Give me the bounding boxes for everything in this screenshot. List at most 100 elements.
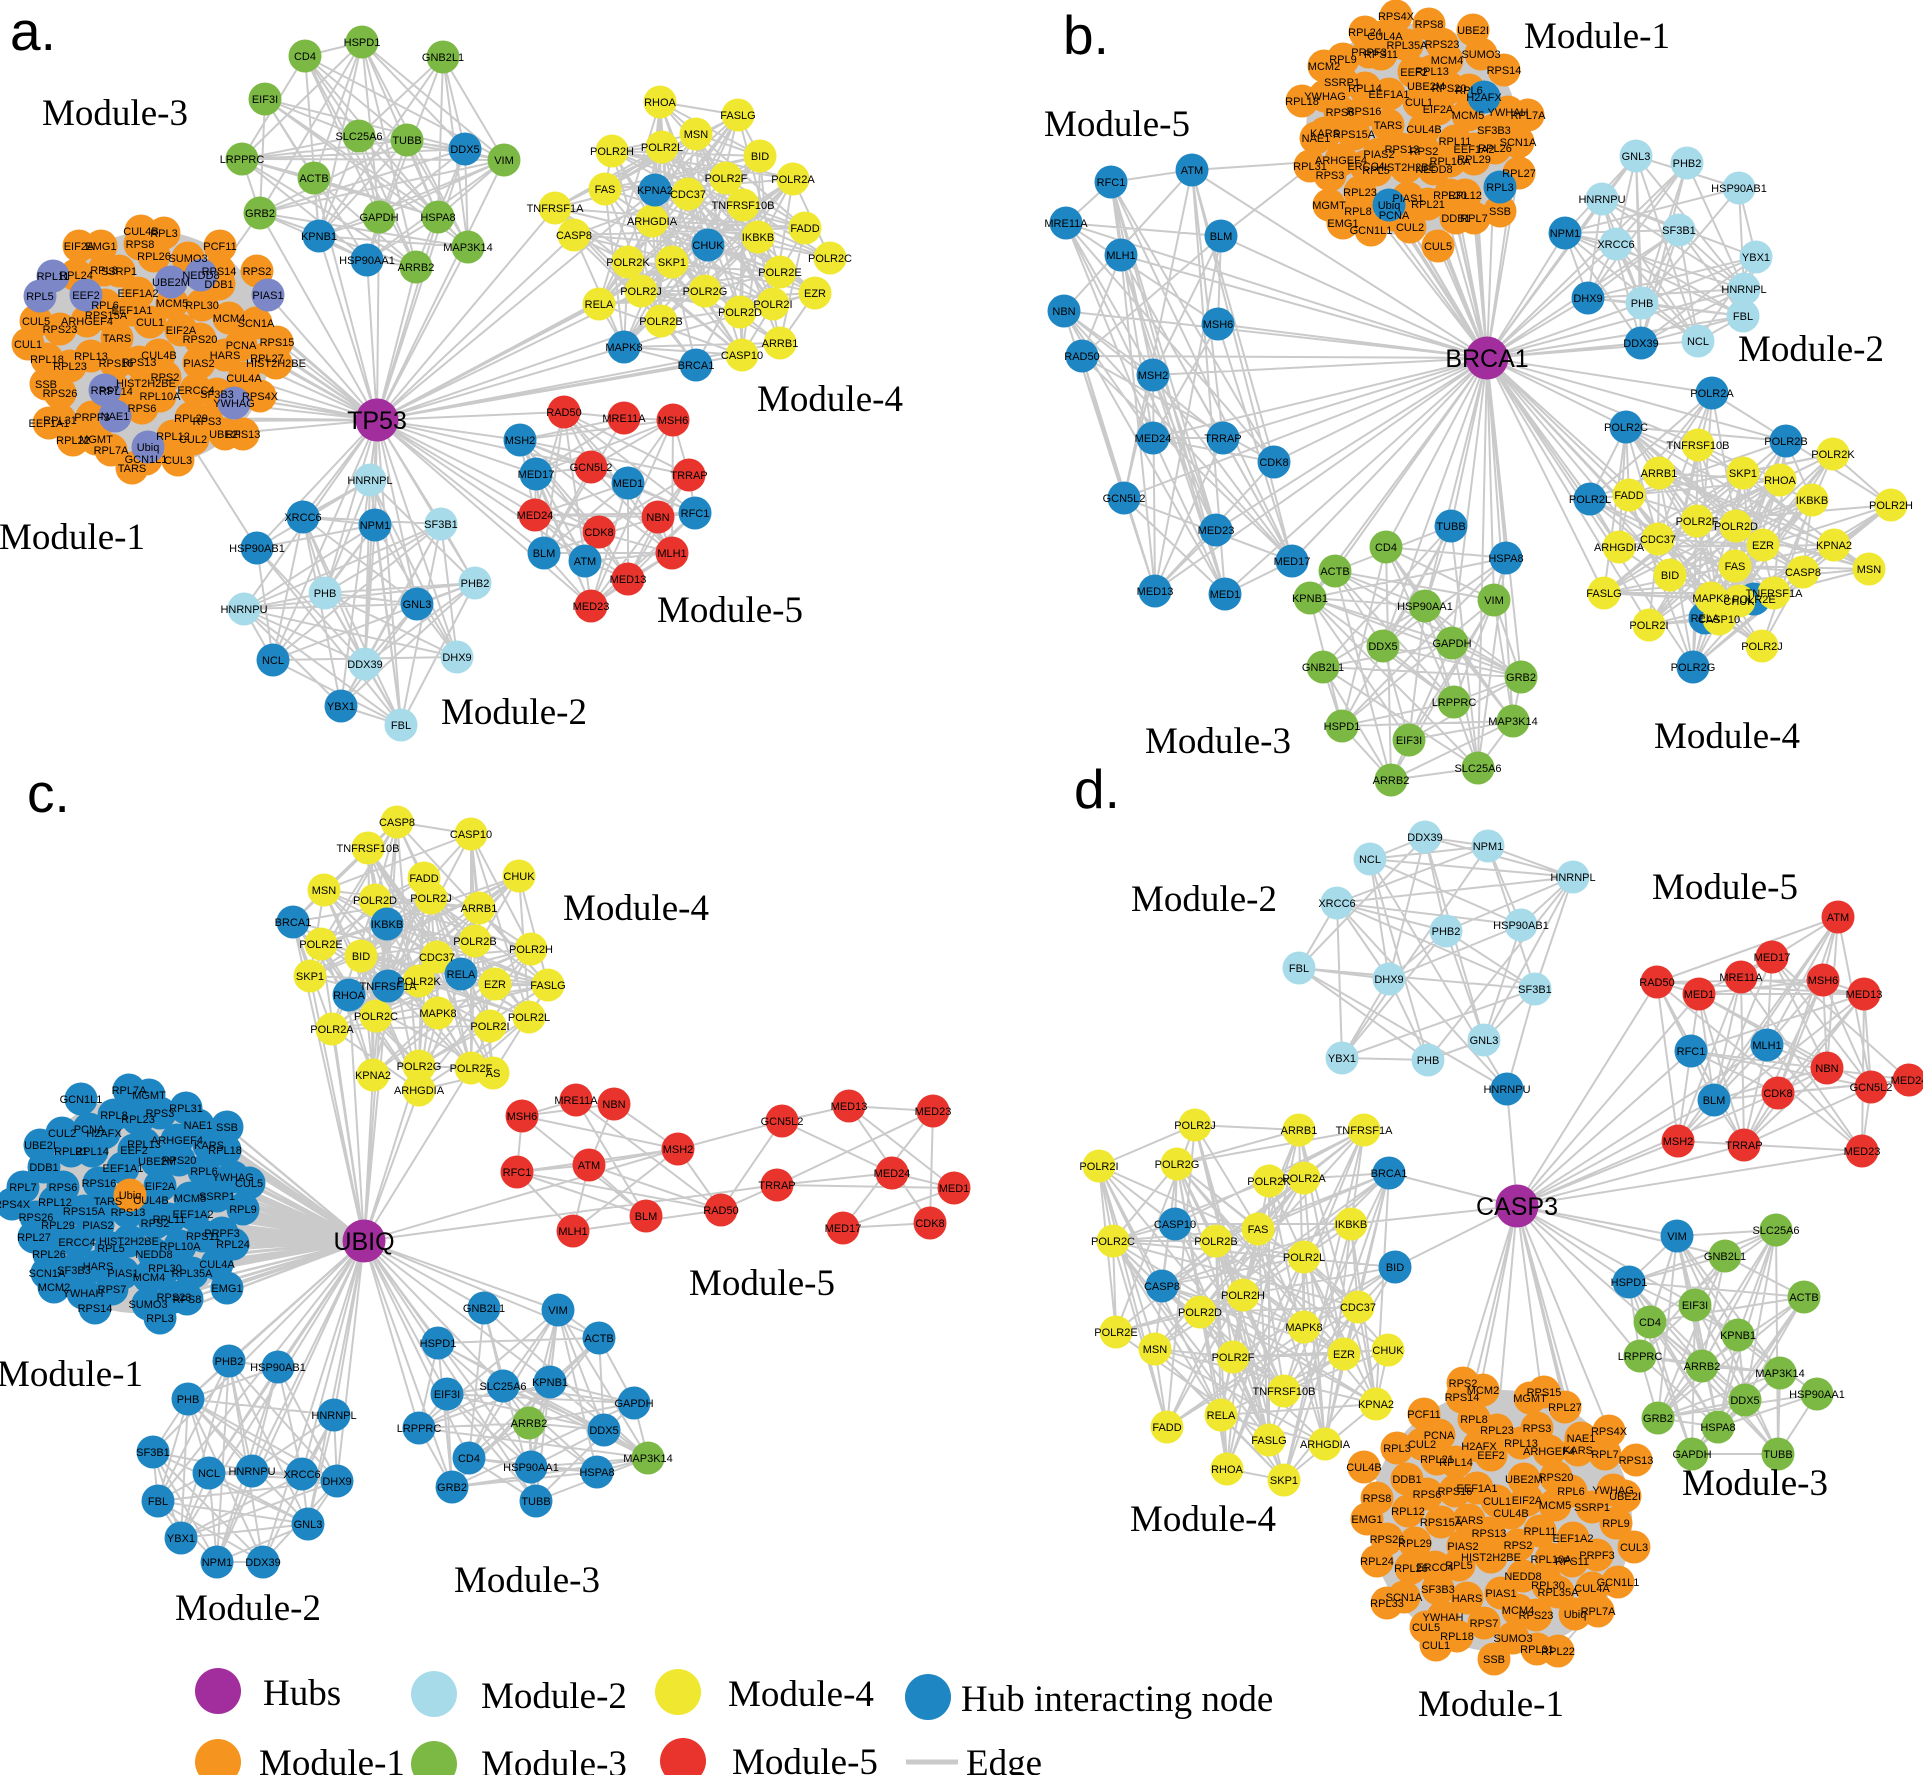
- svg-text:GRB2: GRB2: [1643, 1413, 1673, 1425]
- svg-text:RPL29: RPL29: [1457, 154, 1491, 166]
- svg-text:IKBKB: IKBKB: [1796, 495, 1828, 507]
- svg-text:ARRB1: ARRB1: [762, 338, 799, 350]
- svg-text:EIF3I: EIF3I: [434, 1389, 460, 1401]
- svg-text:UBE2I: UBE2I: [24, 1140, 56, 1152]
- svg-text:Edge: Edge: [966, 1743, 1042, 1775]
- svg-text:MAP3K14: MAP3K14: [443, 242, 493, 254]
- svg-text:MED1: MED1: [1684, 989, 1715, 1001]
- svg-text:SUMO3: SUMO3: [1493, 1633, 1532, 1645]
- svg-text:GCN1L1: GCN1L1: [60, 1094, 103, 1106]
- svg-text:MCM4: MCM4: [213, 313, 245, 325]
- svg-text:RPS6: RPS6: [49, 1182, 78, 1194]
- svg-text:KPNA2: KPNA2: [1816, 540, 1852, 552]
- svg-text:FADD: FADD: [1614, 490, 1643, 502]
- svg-text:DDX5: DDX5: [589, 1425, 618, 1437]
- svg-text:SCN1A: SCN1A: [1500, 137, 1537, 149]
- svg-text:RPL31: RPL31: [1293, 161, 1327, 173]
- svg-text:RPS26: RPS26: [43, 388, 78, 400]
- svg-text:RPL35A: RPL35A: [172, 1268, 214, 1280]
- svg-text:PCF11: PCF11: [203, 241, 236, 253]
- svg-text:RPL7A: RPL7A: [1581, 1606, 1617, 1618]
- svg-text:POLR2F: POLR2F: [705, 173, 748, 185]
- svg-text:RFC1: RFC1: [681, 508, 710, 520]
- svg-text:MRE11A: MRE11A: [1044, 218, 1088, 230]
- svg-text:RPS2: RPS2: [141, 1218, 170, 1230]
- svg-text:RELA: RELA: [1691, 613, 1720, 625]
- svg-text:POLR2I: POLR2I: [753, 299, 792, 311]
- svg-text:MED23: MED23: [573, 601, 610, 613]
- svg-text:MED23: MED23: [1844, 1146, 1881, 1158]
- svg-text:RHOA: RHOA: [644, 97, 676, 109]
- svg-text:RELA: RELA: [1207, 1410, 1236, 1422]
- svg-text:MED24: MED24: [1891, 1075, 1923, 1087]
- svg-text:ACTB: ACTB: [1320, 566, 1349, 578]
- svg-text:RFC1: RFC1: [1097, 177, 1126, 189]
- svg-text:RPL11: RPL11: [1439, 136, 1472, 148]
- svg-text:EEF1A1: EEF1A1: [112, 305, 153, 317]
- svg-text:MRE11A: MRE11A: [1719, 972, 1763, 984]
- svg-text:RPL24: RPL24: [1360, 1556, 1394, 1568]
- svg-text:POLR2J: POLR2J: [620, 286, 662, 298]
- svg-text:DDX5: DDX5: [1730, 1395, 1759, 1407]
- svg-text:POLR2B: POLR2B: [453, 936, 496, 948]
- svg-text:HNRNPL: HNRNPL: [311, 1410, 356, 1422]
- svg-text:EMG1: EMG1: [211, 1283, 242, 1295]
- svg-text:GCN1L1: GCN1L1: [125, 454, 168, 466]
- svg-text:HIST2H2BE: HIST2H2BE: [1376, 162, 1436, 174]
- svg-text:TARS: TARS: [103, 333, 132, 345]
- svg-text:MSH6: MSH6: [658, 415, 689, 427]
- svg-text:MAP3K14: MAP3K14: [1488, 716, 1538, 728]
- svg-text:ARRB1: ARRB1: [1641, 468, 1678, 480]
- svg-text:CASP10: CASP10: [1154, 1219, 1196, 1231]
- svg-text:CUL4A: CUL4A: [1574, 1583, 1610, 1595]
- svg-text:RPS2: RPS2: [243, 266, 272, 278]
- svg-text:RPS6: RPS6: [128, 403, 157, 415]
- svg-text:RPL13: RPL13: [74, 351, 108, 363]
- svg-text:Module-4: Module-4: [1654, 716, 1800, 757]
- svg-text:EEF1A2: EEF1A2: [1553, 1533, 1594, 1545]
- svg-text:HSP90AA1: HSP90AA1: [1397, 601, 1453, 613]
- svg-text:Module-2: Module-2: [1131, 879, 1277, 920]
- svg-text:KARS: KARS: [194, 1140, 224, 1152]
- svg-text:POLR2B: POLR2B: [639, 316, 682, 328]
- svg-text:RPL14: RPL14: [1439, 1457, 1473, 1469]
- svg-text:MAPK8: MAPK8: [419, 1008, 456, 1020]
- svg-text:LRPPRC: LRPPRC: [1618, 1351, 1663, 1363]
- svg-text:PIAS2: PIAS2: [82, 1220, 113, 1232]
- svg-text:SKP1: SKP1: [296, 971, 324, 983]
- svg-text:FASLG: FASLG: [720, 110, 755, 122]
- svg-text:RPL29: RPL29: [174, 413, 208, 425]
- svg-text:UBE2M: UBE2M: [152, 277, 190, 289]
- svg-text:CDK8: CDK8: [1259, 457, 1288, 469]
- svg-text:POLR2K: POLR2K: [1811, 449, 1855, 461]
- svg-text:CHUK: CHUK: [1723, 596, 1755, 608]
- svg-text:MSN: MSN: [684, 129, 709, 141]
- svg-text:UBIQ: UBIQ: [333, 1228, 394, 1256]
- svg-text:POLR2K: POLR2K: [1247, 1176, 1291, 1188]
- svg-text:CUL4A: CUL4A: [226, 373, 262, 385]
- svg-text:RAD50: RAD50: [1639, 977, 1674, 989]
- svg-text:CDC37: CDC37: [1640, 534, 1676, 546]
- svg-text:BRCA1: BRCA1: [1371, 1168, 1408, 1180]
- svg-text:ERCC4: ERCC4: [1416, 1562, 1453, 1574]
- svg-text:TNFRSF10B: TNFRSF10B: [1253, 1386, 1316, 1398]
- svg-text:GNB2L1: GNB2L1: [463, 1303, 505, 1315]
- svg-text:KPNB1: KPNB1: [1292, 593, 1328, 605]
- svg-text:RPL5: RPL5: [97, 1243, 125, 1255]
- svg-text:RPS23: RPS23: [157, 1292, 192, 1304]
- svg-text:RPL22: RPL22: [56, 435, 90, 447]
- svg-text:POLR2H: POLR2H: [1869, 500, 1913, 512]
- svg-text:MCM5: MCM5: [1539, 1500, 1571, 1512]
- svg-text:TNFRSF10B: TNFRSF10B: [337, 843, 400, 855]
- svg-text:EEF1A2: EEF1A2: [173, 1209, 214, 1221]
- svg-text:SKP1: SKP1: [658, 257, 686, 269]
- svg-text:POLR2J: POLR2J: [1174, 1120, 1216, 1132]
- svg-text:MAPK8: MAPK8: [1285, 1322, 1322, 1334]
- svg-text:CDC37: CDC37: [1340, 1302, 1376, 1314]
- svg-text:MED17: MED17: [1754, 952, 1791, 964]
- svg-text:KPNB1: KPNB1: [1720, 1330, 1756, 1342]
- svg-text:RAD50: RAD50: [703, 1205, 738, 1217]
- svg-text:RPL21: RPL21: [54, 1146, 88, 1158]
- svg-text:RPS2: RPS2: [1449, 1378, 1478, 1390]
- svg-text:BLM: BLM: [1210, 231, 1233, 243]
